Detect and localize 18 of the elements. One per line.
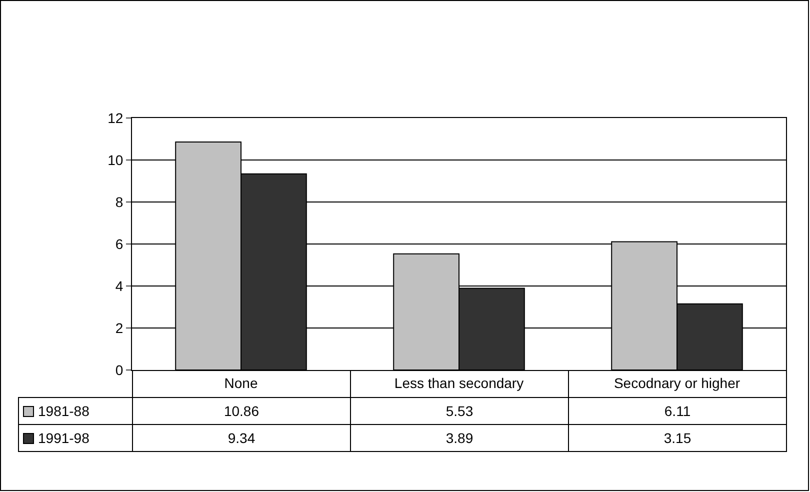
y-tick-label: 6 xyxy=(115,236,124,252)
legend-label: 1981-88 xyxy=(18,397,133,425)
data-label: 3.15 xyxy=(568,424,787,452)
data-label: 5.53 xyxy=(350,397,569,425)
y-tick-label: 2 xyxy=(115,320,124,336)
y-tick-label: 4 xyxy=(115,278,124,294)
x-tick-label: Less than secondary xyxy=(394,374,524,391)
y-tick-label: 12 xyxy=(108,110,124,126)
x-tick-label: Secodnary or higher xyxy=(614,374,740,391)
legend-label: 1991-98 xyxy=(18,424,133,452)
data-label: 10.86 xyxy=(132,397,351,425)
data-label: 3.89 xyxy=(350,424,569,452)
data-label: 9.34 xyxy=(132,424,351,452)
x-tick-label: None xyxy=(224,374,258,391)
y-tick-label: 0 xyxy=(115,362,124,378)
data-label: 6.11 xyxy=(568,397,787,425)
y-tick-label: 10 xyxy=(108,152,124,168)
y-tick-label: 8 xyxy=(115,194,124,210)
